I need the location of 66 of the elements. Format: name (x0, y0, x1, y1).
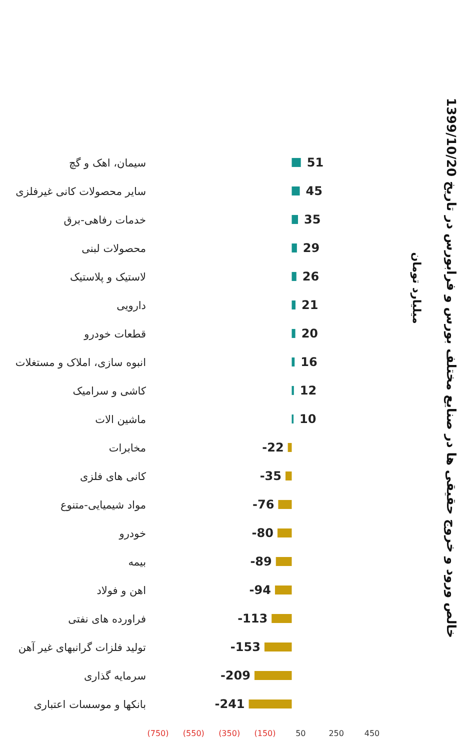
bar (292, 158, 301, 167)
y-tick-label: سیمان، اهک و گچ (68, 156, 146, 170)
data-label: -209 (220, 668, 250, 682)
y-tick-label: قطعات خودرو (83, 328, 146, 340)
x-tick-label: 50 (296, 729, 306, 738)
bar (292, 214, 298, 224)
y-tick-label: سایر محصولات کانی غیرفلزی (16, 186, 146, 198)
y-tick-label: بانکها و موسسات اعتباری (34, 698, 146, 711)
data-label: -113 (238, 611, 268, 626)
y-tick-label: دارویی (116, 300, 146, 312)
data-label: -241 (214, 696, 245, 711)
bar (274, 585, 292, 594)
y-tick-label: مخابرات (108, 442, 146, 454)
text: خالص ورود و خروج حقیقی ها در صنایع مختلف بورس و فرابورس در تاریخ 1399/10/20 (444, 98, 459, 638)
x-tick-label: 250 (328, 729, 344, 738)
bar (254, 670, 292, 680)
bar (286, 471, 292, 480)
data-label: 16 (300, 354, 318, 369)
data-label: 35 (304, 212, 321, 226)
data-label: -22 (262, 440, 284, 454)
y-tick-label: ماشین الات (95, 414, 146, 426)
y-tick-label: فراورده های نفتی (68, 613, 146, 626)
x-tick-label: 450 (364, 729, 380, 738)
y-tick-label: لاستیک و پلاستیک (70, 271, 146, 284)
bar (288, 442, 292, 452)
y-tick-label: انبوه سازی، املاک و مستغلات (15, 356, 146, 369)
data-label: 45 (306, 184, 322, 198)
bar (272, 614, 292, 623)
x-tick-label: (150) (254, 729, 276, 738)
data-label: 21 (301, 298, 318, 312)
data-label: 26 (302, 269, 320, 284)
bar (248, 699, 292, 708)
data-label: 20 (301, 326, 318, 340)
bar (292, 186, 300, 196)
data-label: 29 (302, 240, 320, 255)
data-label: 12 (300, 383, 317, 398)
y-tick-label: مواد شیمیایی-متنوع (60, 499, 146, 512)
bar (292, 243, 297, 252)
text: میلیارد تومان (410, 251, 423, 326)
y-tick-label: خودرو (118, 528, 146, 540)
bar (276, 556, 292, 566)
y-tick-label: سرمایه گذاری (84, 669, 146, 682)
data-label: 10 (300, 412, 316, 426)
data-label: -153 (230, 640, 260, 654)
data-label: -35 (260, 468, 282, 483)
bar (264, 642, 292, 652)
bar (292, 272, 296, 281)
data-label: -76 (252, 497, 274, 512)
data-label: -80 (252, 526, 274, 540)
y-tick-label: کانی های فلزی (80, 470, 146, 483)
x-tick-label: (750) (147, 729, 169, 738)
y-tick-label: محصولات لبنی (82, 242, 146, 255)
y-tick-label: تولید فلزات گرانبهای غیر آهن (18, 640, 146, 654)
data-label: 51 (306, 155, 324, 170)
bar (277, 528, 292, 538)
bar (278, 500, 292, 509)
x-tick-label: (350) (218, 729, 240, 738)
y-tick-label: کاشی و سرامیک (72, 385, 146, 398)
data-label: -89 (250, 554, 272, 568)
x-tick-label: (550) (182, 729, 204, 738)
bar (292, 328, 296, 338)
data-label: -94 (249, 582, 271, 597)
y-tick-label: خدمات رفاهی-برق (64, 214, 146, 226)
y-tick-label: اهن و فولاد (96, 584, 146, 597)
y-tick-label: بیمه (128, 556, 146, 568)
bar (292, 300, 296, 310)
